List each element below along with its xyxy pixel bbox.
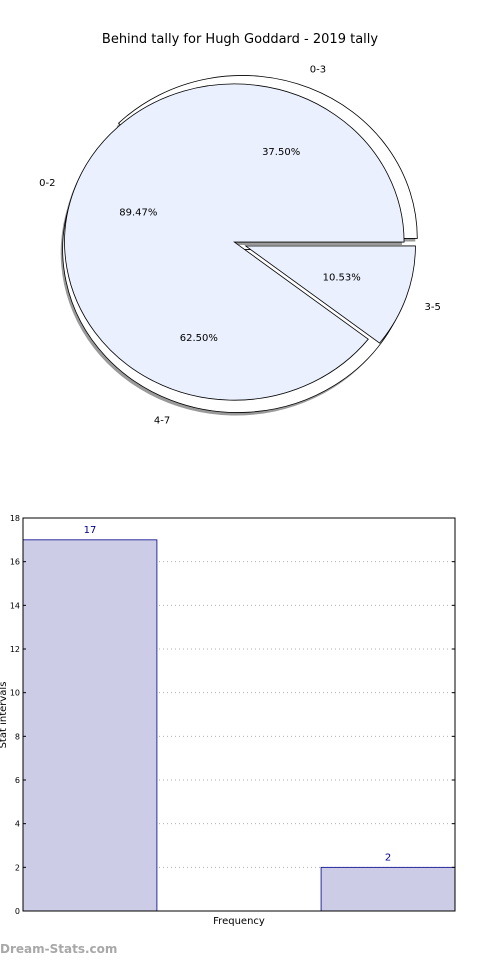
watermark: Dream-Stats.com bbox=[0, 942, 118, 956]
pie-slice-label: 0-2 bbox=[39, 178, 55, 189]
bar-x-axis-label: Frequency bbox=[213, 916, 265, 927]
pie-slice-percent: 37.50% bbox=[262, 147, 300, 158]
bar-y-tick-label: 6 bbox=[15, 776, 20, 785]
bar-value-label: 17 bbox=[84, 525, 97, 536]
bar-bars bbox=[22, 539, 456, 912]
bar-y-tick-label: 14 bbox=[10, 601, 20, 610]
pie-slice-percent: 10.53% bbox=[323, 273, 361, 284]
pie-slice-0-2 bbox=[64, 83, 405, 401]
bar-plot-frame bbox=[22, 517, 456, 912]
pie-labels: 0-3 37.50% 4-7 62.50% 0-2 89.47% 3-5 10.53% bbox=[39, 64, 441, 426]
pie-slice-percent: 89.47% bbox=[119, 207, 157, 218]
bar-y-tick-label: 8 bbox=[15, 732, 20, 741]
bar-y-tick-label: 10 bbox=[10, 689, 20, 698]
bar-1 bbox=[320, 866, 456, 912]
bar-y-tick-label: 16 bbox=[10, 558, 20, 567]
bar-chart: 0 2 4 6 8 10 12 14 16 18 17 2 Frequency Stat inter… bbox=[0, 514, 456, 927]
pie-chart: Behind tally for Hugh Goddard - 2019 tal… bbox=[39, 32, 441, 427]
pie-slice-label: 3-5 bbox=[425, 302, 441, 313]
bar-y-tick-label: 0 bbox=[15, 907, 20, 916]
bar-0 bbox=[22, 539, 158, 912]
bar-y-tick-label: 2 bbox=[15, 863, 20, 872]
pie-slice-label: 4-7 bbox=[154, 416, 170, 427]
pie-title: Behind tally for Hugh Goddard - 2019 tal… bbox=[102, 32, 378, 47]
bar-y-axis-label: Stat intervals bbox=[0, 682, 9, 749]
bar-y-ticks: 0 2 4 6 8 10 12 14 16 18 bbox=[10, 514, 455, 916]
bar-y-tick-label: 12 bbox=[10, 645, 20, 654]
pie-slice-label: 0-3 bbox=[310, 64, 326, 75]
pie-slice-percent: 62.50% bbox=[180, 333, 218, 344]
bar-y-tick-label: 18 bbox=[10, 514, 20, 523]
pie-slice-3-5 bbox=[244, 245, 416, 344]
bar-y-tick-label: 4 bbox=[15, 820, 20, 829]
bar-value-label: 2 bbox=[385, 852, 391, 863]
pie-slices bbox=[62, 75, 418, 413]
bar-value-labels: 17 2 bbox=[84, 525, 392, 864]
